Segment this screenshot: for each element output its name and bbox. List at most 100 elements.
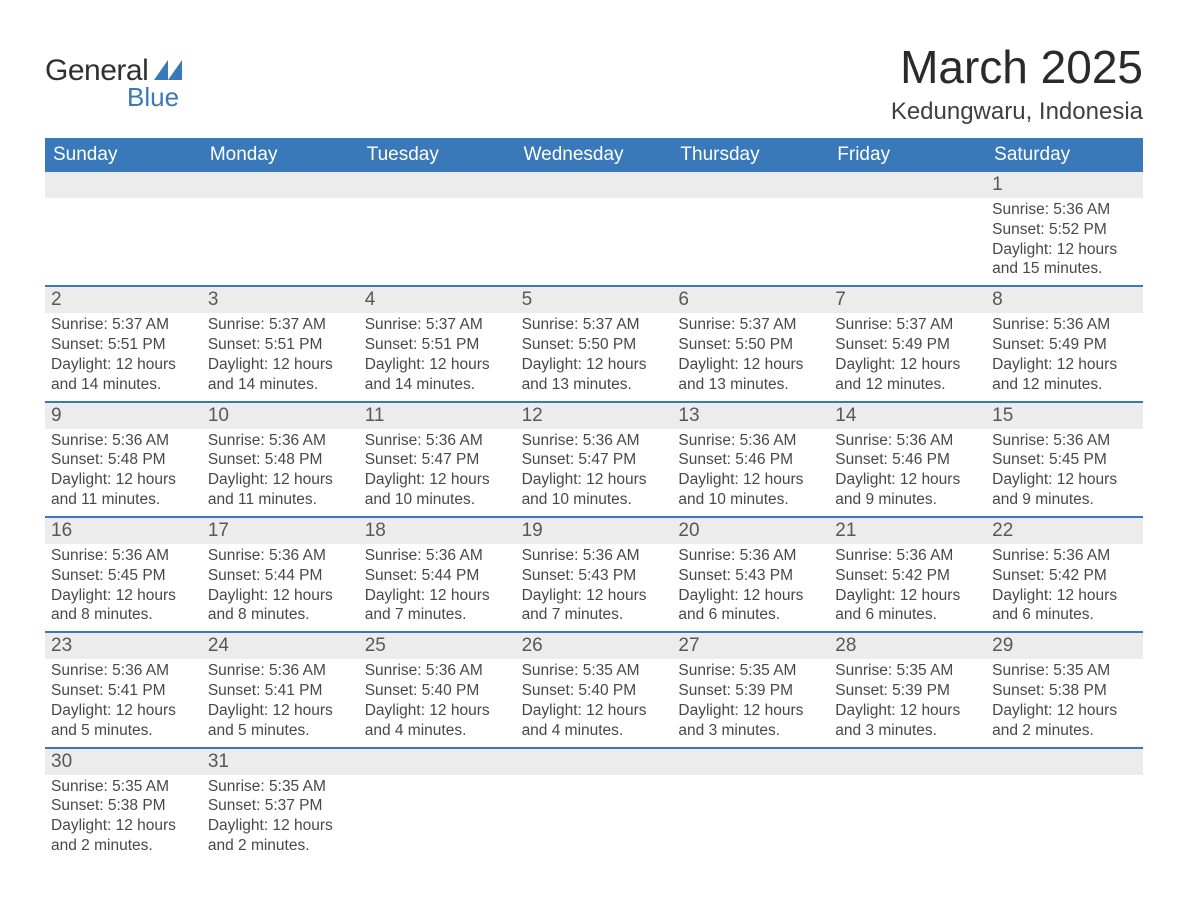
sunrise-text: Sunrise: 5:36 AM — [522, 546, 667, 566]
daylight-text: Daylight: 12 hours and 5 minutes. — [208, 701, 353, 741]
sunset-text: Sunset: 5:39 PM — [678, 681, 823, 701]
day-cell: Sunrise: 5:35 AMSunset: 5:39 PMDaylight:… — [672, 659, 829, 746]
sunset-text: Sunset: 5:40 PM — [522, 681, 667, 701]
day-name-tuesday: Tuesday — [359, 138, 516, 172]
week-1-number-row: 2345678 — [45, 285, 1143, 313]
day-cell — [516, 775, 673, 862]
day-cell — [45, 198, 202, 285]
day-number: 9 — [45, 403, 202, 429]
sunset-text: Sunset: 5:51 PM — [51, 335, 196, 355]
week-0-data-row: Sunrise: 5:36 AMSunset: 5:52 PMDaylight:… — [45, 198, 1143, 285]
day-cell: Sunrise: 5:36 AMSunset: 5:44 PMDaylight:… — [359, 544, 516, 631]
day-number: 16 — [45, 518, 202, 544]
day-number: 30 — [45, 749, 202, 775]
sunset-text: Sunset: 5:43 PM — [522, 566, 667, 586]
sunrise-text: Sunrise: 5:37 AM — [678, 315, 823, 335]
daylight-text: Daylight: 12 hours and 2 minutes. — [992, 701, 1137, 741]
sunset-text: Sunset: 5:42 PM — [992, 566, 1137, 586]
day-cell: Sunrise: 5:37 AMSunset: 5:51 PMDaylight:… — [359, 313, 516, 400]
day-number: 31 — [202, 749, 359, 775]
day-name-sunday: Sunday — [45, 138, 202, 172]
day-number: 15 — [986, 403, 1143, 429]
daylight-text: Daylight: 12 hours and 9 minutes. — [835, 470, 980, 510]
day-cell: Sunrise: 5:37 AMSunset: 5:50 PMDaylight:… — [516, 313, 673, 400]
day-number: 5 — [516, 287, 673, 313]
daylight-text: Daylight: 12 hours and 6 minutes. — [678, 586, 823, 626]
day-cell — [986, 775, 1143, 862]
sunrise-text: Sunrise: 5:37 AM — [522, 315, 667, 335]
sunrise-text: Sunrise: 5:36 AM — [365, 431, 510, 451]
day-cell: Sunrise: 5:36 AMSunset: 5:46 PMDaylight:… — [829, 429, 986, 516]
sunrise-text: Sunrise: 5:36 AM — [992, 546, 1137, 566]
day-number: 18 — [359, 518, 516, 544]
daylight-text: Daylight: 12 hours and 12 minutes. — [835, 355, 980, 395]
day-number: 29 — [986, 633, 1143, 659]
month-title: March 2025 — [891, 40, 1143, 94]
sunrise-text: Sunrise: 5:35 AM — [208, 777, 353, 797]
day-number: 20 — [672, 518, 829, 544]
sunrise-text: Sunrise: 5:36 AM — [992, 315, 1137, 335]
sunrise-text: Sunrise: 5:36 AM — [522, 431, 667, 451]
daylight-text: Daylight: 12 hours and 14 minutes. — [51, 355, 196, 395]
day-number: 28 — [829, 633, 986, 659]
daylight-text: Daylight: 12 hours and 4 minutes. — [365, 701, 510, 741]
daylight-text: Daylight: 12 hours and 13 minutes. — [678, 355, 823, 395]
calendar-body: 1Sunrise: 5:36 AMSunset: 5:52 PMDaylight… — [45, 172, 1143, 862]
sunrise-text: Sunrise: 5:36 AM — [835, 546, 980, 566]
day-number: 26 — [516, 633, 673, 659]
day-number — [829, 172, 986, 198]
sunset-text: Sunset: 5:41 PM — [208, 681, 353, 701]
sunrise-text: Sunrise: 5:36 AM — [51, 661, 196, 681]
sunset-text: Sunset: 5:39 PM — [835, 681, 980, 701]
sunset-text: Sunset: 5:40 PM — [365, 681, 510, 701]
day-cell: Sunrise: 5:36 AMSunset: 5:42 PMDaylight:… — [986, 544, 1143, 631]
day-cell — [359, 775, 516, 862]
day-cell: Sunrise: 5:35 AMSunset: 5:39 PMDaylight:… — [829, 659, 986, 746]
day-cell: Sunrise: 5:36 AMSunset: 5:41 PMDaylight:… — [202, 659, 359, 746]
day-number: 21 — [829, 518, 986, 544]
sunset-text: Sunset: 5:48 PM — [51, 450, 196, 470]
sunrise-text: Sunrise: 5:36 AM — [51, 431, 196, 451]
sunrise-text: Sunrise: 5:35 AM — [522, 661, 667, 681]
day-number — [829, 749, 986, 775]
day-name-friday: Friday — [829, 138, 986, 172]
sunrise-text: Sunrise: 5:35 AM — [678, 661, 823, 681]
daylight-text: Daylight: 12 hours and 14 minutes. — [208, 355, 353, 395]
daylight-text: Daylight: 12 hours and 10 minutes. — [678, 470, 823, 510]
logo-text-blue: Blue — [127, 82, 179, 113]
daylight-text: Daylight: 12 hours and 10 minutes. — [365, 470, 510, 510]
week-2-data-row: Sunrise: 5:36 AMSunset: 5:48 PMDaylight:… — [45, 429, 1143, 516]
sunset-text: Sunset: 5:37 PM — [208, 796, 353, 816]
day-cell: Sunrise: 5:36 AMSunset: 5:47 PMDaylight:… — [359, 429, 516, 516]
daylight-text: Daylight: 12 hours and 8 minutes. — [51, 586, 196, 626]
daylight-text: Daylight: 12 hours and 12 minutes. — [992, 355, 1137, 395]
daylight-text: Daylight: 12 hours and 11 minutes. — [51, 470, 196, 510]
sunset-text: Sunset: 5:49 PM — [992, 335, 1137, 355]
week-4-data-row: Sunrise: 5:36 AMSunset: 5:41 PMDaylight:… — [45, 659, 1143, 746]
sunset-text: Sunset: 5:45 PM — [992, 450, 1137, 470]
day-number — [202, 172, 359, 198]
week-3-data-row: Sunrise: 5:36 AMSunset: 5:45 PMDaylight:… — [45, 544, 1143, 631]
sunrise-text: Sunrise: 5:36 AM — [208, 661, 353, 681]
day-cell: Sunrise: 5:35 AMSunset: 5:38 PMDaylight:… — [986, 659, 1143, 746]
day-name-thursday: Thursday — [672, 138, 829, 172]
location-subtitle: Kedungwaru, Indonesia — [891, 98, 1143, 126]
day-number: 24 — [202, 633, 359, 659]
daylight-text: Daylight: 12 hours and 7 minutes. — [365, 586, 510, 626]
day-number: 4 — [359, 287, 516, 313]
week-2-number-row: 9101112131415 — [45, 401, 1143, 429]
day-cell — [829, 775, 986, 862]
day-cell: Sunrise: 5:36 AMSunset: 5:42 PMDaylight:… — [829, 544, 986, 631]
day-cell — [672, 775, 829, 862]
daylight-text: Daylight: 12 hours and 11 minutes. — [208, 470, 353, 510]
week-1-data-row: Sunrise: 5:37 AMSunset: 5:51 PMDaylight:… — [45, 313, 1143, 400]
daylight-text: Daylight: 12 hours and 15 minutes. — [992, 240, 1137, 280]
day-number — [986, 749, 1143, 775]
day-cell: Sunrise: 5:36 AMSunset: 5:43 PMDaylight:… — [672, 544, 829, 631]
day-number: 7 — [829, 287, 986, 313]
day-cell: Sunrise: 5:36 AMSunset: 5:52 PMDaylight:… — [986, 198, 1143, 285]
header: General Blue March 2025 Kedungwaru, Indo… — [45, 40, 1143, 126]
sunset-text: Sunset: 5:46 PM — [678, 450, 823, 470]
day-number: 27 — [672, 633, 829, 659]
day-number — [672, 172, 829, 198]
